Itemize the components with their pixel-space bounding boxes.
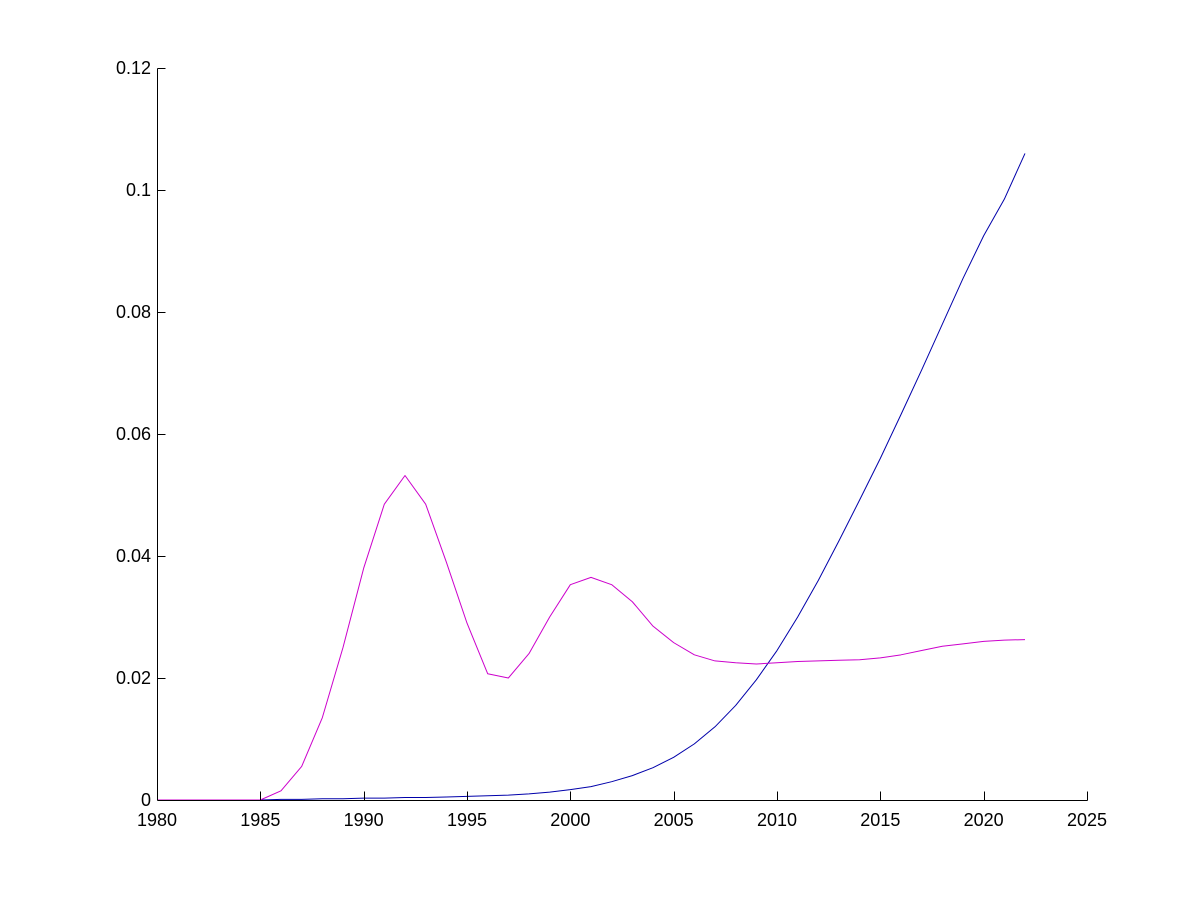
y-tick-label: 0	[141, 790, 151, 810]
y-tick-label: 0.02	[116, 668, 151, 688]
x-tick-label: 2010	[757, 810, 797, 830]
y-tick-label: 0.08	[116, 302, 151, 322]
y-tick-label: 0.04	[116, 546, 151, 566]
x-tick-label: 1990	[344, 810, 384, 830]
series-line-1	[157, 153, 1026, 801]
x-tick-label: 2015	[860, 810, 900, 830]
x-tick-label: 2005	[654, 810, 694, 830]
x-tick-label: 1985	[240, 810, 280, 830]
x-tick-label: 2020	[964, 810, 1004, 830]
x-tick-label: 1980	[137, 810, 177, 830]
x-ticks: 1980 1985 1990 1995 2000 2005 2010 2015 2020 2025	[137, 791, 1107, 830]
series-line-2	[157, 474, 1026, 801]
x-tick-label: 1995	[447, 810, 487, 830]
series-layer	[157, 153, 1026, 801]
y-tick-label: 0.06	[116, 424, 151, 444]
x-tick-label: 2000	[550, 810, 590, 830]
y-tick-label: 0.12	[116, 58, 151, 78]
axes	[157, 68, 1088, 801]
y-ticks: 0 0.02 0.04 0.06 0.08 0.1 0.12	[116, 58, 166, 810]
x-tick-label: 2025	[1067, 810, 1107, 830]
y-tick-label: 0.1	[126, 180, 151, 200]
